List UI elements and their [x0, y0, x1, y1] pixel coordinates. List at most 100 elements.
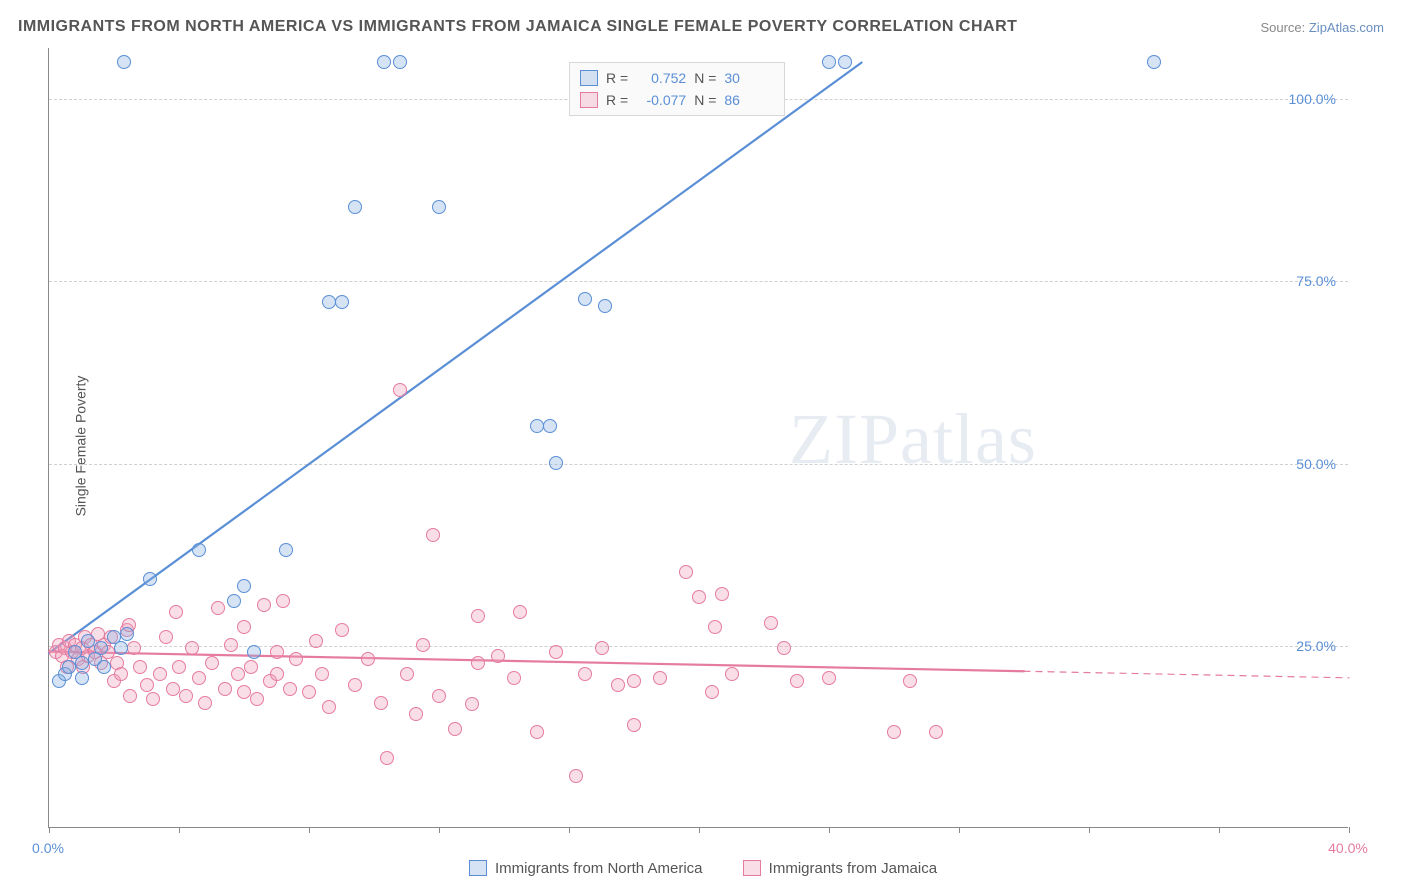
- data-point: [887, 725, 901, 739]
- trendline-series-a: [49, 63, 862, 653]
- data-point: [471, 609, 485, 623]
- data-point: [507, 671, 521, 685]
- legend-label-a: Immigrants from North America: [495, 860, 703, 877]
- data-point: [374, 696, 388, 710]
- data-point: [822, 55, 836, 69]
- data-point: [471, 656, 485, 670]
- data-point: [595, 641, 609, 655]
- data-point: [322, 700, 336, 714]
- data-point: [790, 674, 804, 688]
- data-point: [611, 678, 625, 692]
- data-point: [315, 667, 329, 681]
- data-point: [198, 696, 212, 710]
- data-point: [530, 419, 544, 433]
- data-point: [114, 667, 128, 681]
- data-point: [393, 383, 407, 397]
- data-point: [75, 656, 89, 670]
- y-tick-label: 100.0%: [1289, 91, 1336, 107]
- data-point: [244, 660, 258, 674]
- data-point: [120, 627, 134, 641]
- data-point: [140, 678, 154, 692]
- data-point: [81, 634, 95, 648]
- data-point: [205, 656, 219, 670]
- data-point: [377, 55, 391, 69]
- data-point: [348, 678, 362, 692]
- data-point: [172, 660, 186, 674]
- data-point: [227, 594, 241, 608]
- data-point: [114, 641, 128, 655]
- data-point: [838, 55, 852, 69]
- data-point: [257, 598, 271, 612]
- data-point: [335, 295, 349, 309]
- chart-title: IMMIGRANTS FROM NORTH AMERICA VS IMMIGRA…: [18, 18, 1017, 36]
- legend-swatch-a: [580, 70, 598, 86]
- data-point: [653, 671, 667, 685]
- legend-item-b: Immigrants from Jamaica: [743, 860, 937, 877]
- data-point: [62, 660, 76, 674]
- data-point: [705, 685, 719, 699]
- x-tick: [1219, 827, 1220, 833]
- legend-label-b: Immigrants from Jamaica: [769, 860, 937, 877]
- data-point: [448, 722, 462, 736]
- data-point: [169, 605, 183, 619]
- data-point: [143, 572, 157, 586]
- r-label-b: R =: [606, 92, 628, 108]
- data-point: [237, 620, 251, 634]
- data-point: [75, 671, 89, 685]
- legend-swatch-b-bottom: [743, 860, 761, 876]
- legend-row-b: R = -0.077 N = 86: [580, 89, 774, 111]
- data-point: [725, 667, 739, 681]
- data-point: [270, 667, 284, 681]
- data-point: [432, 200, 446, 214]
- data-point: [400, 667, 414, 681]
- data-point: [123, 689, 137, 703]
- data-point: [1147, 55, 1161, 69]
- data-point: [549, 645, 563, 659]
- data-point: [283, 682, 297, 696]
- data-point: [578, 667, 592, 681]
- x-tick: [309, 827, 310, 833]
- bottom-legend: Immigrants from North America Immigrants…: [0, 860, 1406, 881]
- data-point: [192, 543, 206, 557]
- data-point: [276, 594, 290, 608]
- x-tick: [1349, 827, 1350, 833]
- x-tick: [179, 827, 180, 833]
- data-point: [416, 638, 430, 652]
- data-point: [679, 565, 693, 579]
- data-point: [322, 295, 336, 309]
- source-prefix: Source:: [1260, 20, 1308, 35]
- data-point: [426, 528, 440, 542]
- data-point: [146, 692, 160, 706]
- data-point: [247, 645, 261, 659]
- data-point: [903, 674, 917, 688]
- data-point: [777, 641, 791, 655]
- plot-area: ZIPatlas 25.0%50.0%75.0%100.0% R = 0.752…: [48, 48, 1348, 828]
- data-point: [627, 718, 641, 732]
- data-point: [929, 725, 943, 739]
- n-value-a: 30: [724, 70, 774, 86]
- data-point: [133, 660, 147, 674]
- gridline: [49, 281, 1348, 282]
- x-axis-label-right: 40.0%: [1328, 840, 1368, 856]
- r-value-a: 0.752: [636, 70, 686, 86]
- x-tick: [49, 827, 50, 833]
- data-point: [224, 638, 238, 652]
- data-point: [530, 725, 544, 739]
- data-point: [309, 634, 323, 648]
- data-point: [543, 419, 557, 433]
- data-point: [289, 652, 303, 666]
- data-point: [237, 579, 251, 593]
- y-tick-label: 25.0%: [1296, 638, 1336, 654]
- x-axis-label-left: 0.0%: [32, 840, 64, 856]
- data-point: [231, 667, 245, 681]
- data-point: [192, 671, 206, 685]
- data-point: [348, 200, 362, 214]
- data-point: [409, 707, 423, 721]
- data-point: [250, 692, 264, 706]
- legend-item-a: Immigrants from North America: [469, 860, 703, 877]
- data-point: [159, 630, 173, 644]
- legend-row-a: R = 0.752 N = 30: [580, 67, 774, 89]
- data-point: [432, 689, 446, 703]
- data-point: [361, 652, 375, 666]
- source-link[interactable]: ZipAtlas.com: [1309, 20, 1384, 35]
